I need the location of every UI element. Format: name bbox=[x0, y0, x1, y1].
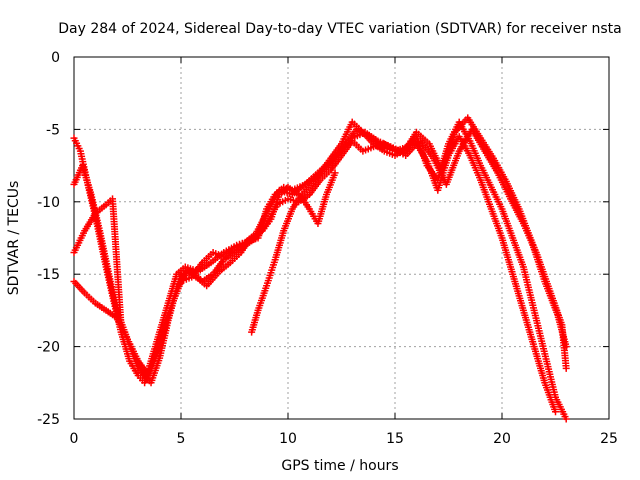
x-axis-title: GPS time / hours bbox=[281, 458, 398, 474]
data-point-marker bbox=[562, 364, 570, 372]
y-tick-label: -15 bbox=[37, 267, 60, 283]
x-tick-label: 15 bbox=[386, 431, 404, 447]
plot-frame bbox=[73, 56, 610, 420]
y-tick-label: -10 bbox=[37, 195, 60, 211]
y-axis-ticks: 0 -5 -10 -15 -20 -25 bbox=[37, 50, 609, 428]
data-point-marker bbox=[552, 408, 559, 416]
data-point-marker bbox=[562, 415, 570, 423]
chart-title: Day 284 of 2024, Sidereal Day-to-day VTE… bbox=[58, 21, 621, 37]
gridlines bbox=[74, 57, 609, 419]
x-tick-label: 25 bbox=[600, 431, 618, 447]
x-tick-label: 10 bbox=[279, 431, 297, 447]
x-tick-label: 5 bbox=[177, 431, 186, 447]
x-tick-label: 20 bbox=[493, 431, 511, 447]
x-axis-ticks: 0 5 10 15 20 25 bbox=[70, 57, 618, 447]
y-tick-label: -5 bbox=[46, 122, 60, 138]
data-points bbox=[70, 114, 570, 423]
y-tick-label: -20 bbox=[37, 340, 60, 356]
y-tick-label: -25 bbox=[37, 412, 60, 428]
y-axis-title: SDTVAR / TECUs bbox=[6, 181, 22, 296]
y-tick-label: 0 bbox=[51, 50, 60, 66]
series-track-5 bbox=[248, 169, 339, 336]
x-tick-label: 0 bbox=[70, 431, 79, 447]
data-point-marker bbox=[331, 169, 339, 177]
data-point-marker bbox=[562, 343, 570, 351]
series-track-4 bbox=[70, 133, 559, 416]
